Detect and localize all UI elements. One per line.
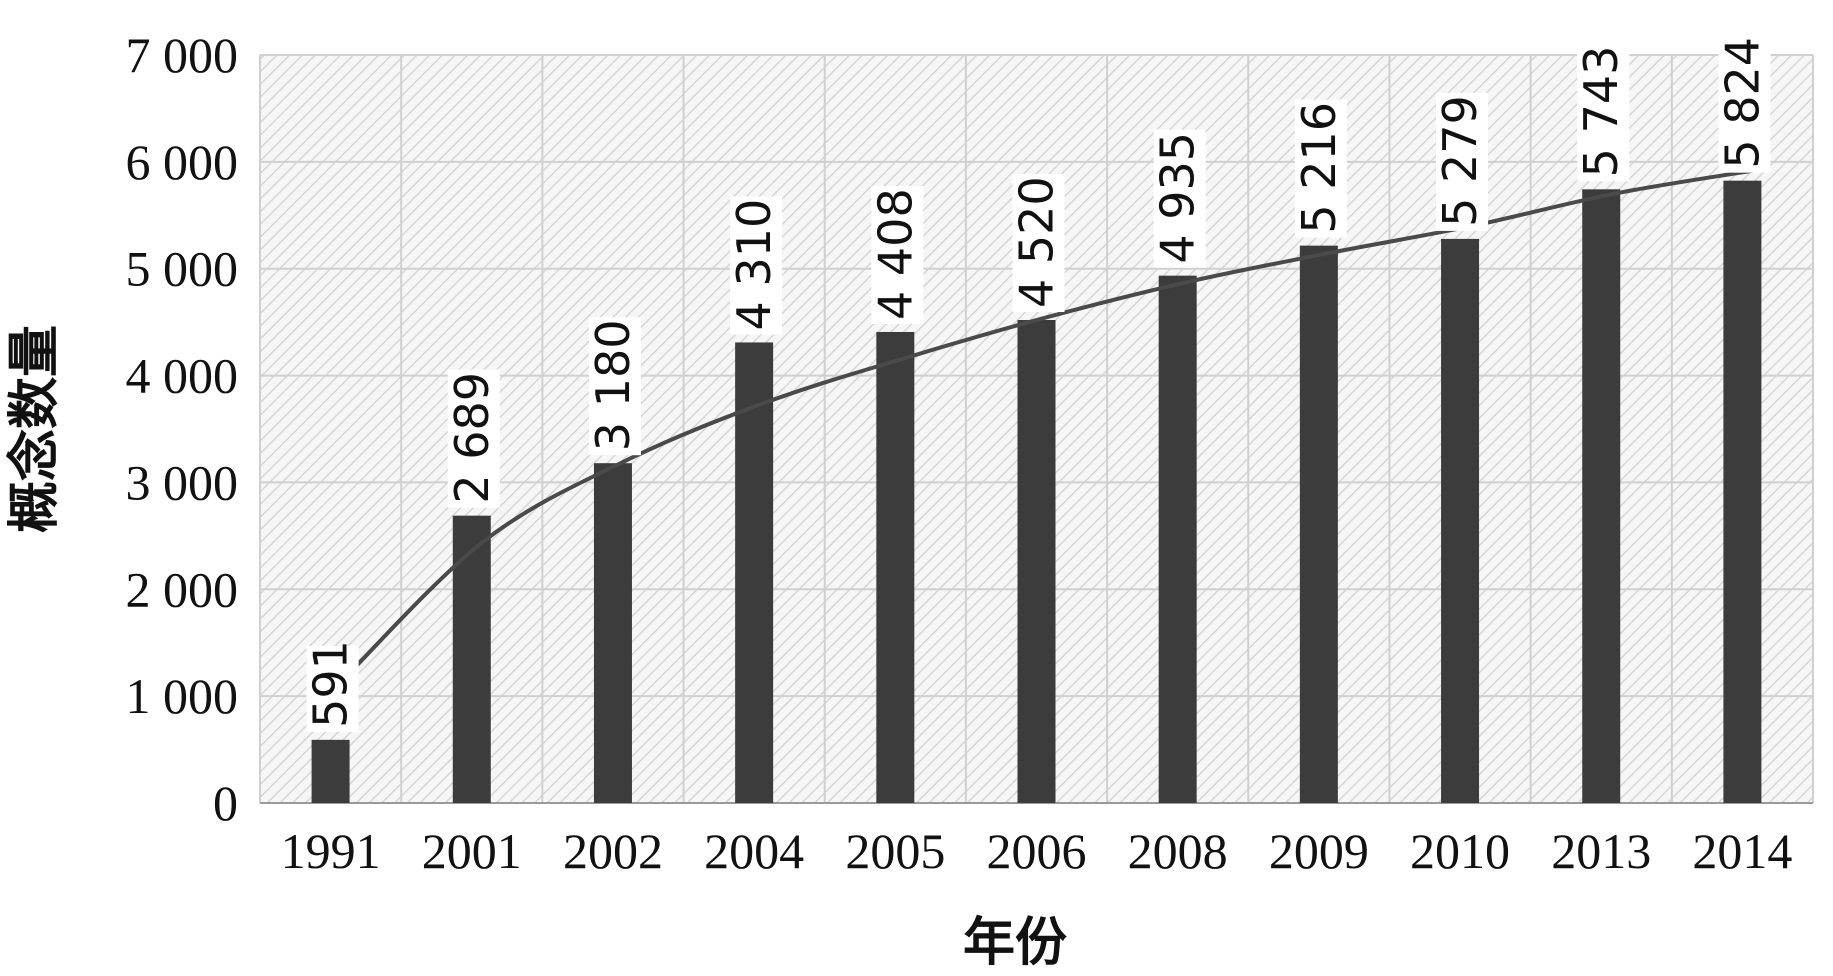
data-label-group: 4 310: [727, 196, 783, 335]
data-label-background: [1153, 129, 1206, 268]
x-tick-label: 2010: [1410, 823, 1510, 879]
bar-2008: [1158, 275, 1197, 803]
data-label: 4 310: [727, 199, 781, 331]
y-tick-label: 7 000: [126, 27, 239, 83]
gridlines: [259, 54, 1814, 804]
bar-2002: [593, 463, 632, 803]
data-label-background: [588, 317, 641, 456]
data-label-background: [1294, 99, 1347, 238]
data-label: 5 824: [1715, 37, 1769, 169]
data-label: 2 689: [445, 372, 499, 504]
data-label: 4 408: [868, 188, 922, 320]
data-label: 4 520: [1010, 176, 1064, 308]
data-labels: 591 2 689 3 180 4 310 4 408 4 520 4 935 5 216 5 …: [304, 34, 1771, 732]
data-label-background: [730, 196, 783, 335]
data-label-group: 3 180: [586, 317, 641, 456]
data-label-group: 591: [304, 640, 359, 732]
bars: [311, 180, 1762, 804]
data-label: 3 180: [586, 319, 640, 451]
x-tick-label: 2014: [1692, 823, 1792, 879]
y-tick-label: 3 000: [126, 454, 239, 510]
y-tick-label: 5 000: [126, 241, 239, 297]
bar-2006: [1017, 320, 1056, 803]
y-tick-label: 1 000: [126, 668, 239, 724]
x-tick-label: 2004: [704, 823, 804, 879]
data-label: 591: [304, 640, 358, 728]
bar-2013: [1582, 189, 1621, 803]
data-label-background: [447, 369, 500, 508]
data-label-group: 5 824: [1715, 34, 1771, 173]
x-tick-label: 2006: [987, 823, 1087, 879]
bar-2005: [876, 331, 915, 803]
x-tick-label: 2001: [422, 823, 522, 879]
y-axis-ticks: 0 1 000 2 000 3 000 4 000 5 000 6 000 7 000: [126, 27, 239, 831]
data-label: 5 216: [1292, 102, 1346, 234]
data-label-group: 4 408: [868, 185, 924, 324]
y-axis-title: 概念数量: [5, 325, 65, 533]
x-tick-label: 2009: [1269, 823, 1369, 879]
x-tick-label: 2013: [1551, 823, 1651, 879]
x-tick-label: 2008: [1128, 823, 1228, 879]
data-label: 5 279: [1433, 95, 1487, 227]
y-tick-label: 2 000: [126, 561, 239, 617]
data-label-background: [871, 185, 924, 324]
data-label-background: [306, 645, 359, 732]
data-label-background: [1012, 174, 1065, 313]
data-label-background: [1436, 92, 1489, 231]
x-tick-label: 1991: [281, 823, 381, 879]
x-tick-label: 2002: [563, 823, 663, 879]
y-tick-label: 6 000: [126, 134, 239, 190]
data-label-group: 5 743: [1574, 43, 1630, 182]
bar-2010: [1441, 238, 1480, 804]
data-label-group: 2 689: [445, 369, 500, 508]
x-axis-title: 年份: [963, 913, 1067, 973]
data-label-group: 4 520: [1010, 174, 1065, 313]
y-tick-label: 0: [213, 775, 238, 831]
trendline-group: [340, 168, 1757, 683]
data-label-group: 4 935: [1151, 129, 1206, 268]
trendline: [340, 168, 1757, 683]
data-label: 4 935: [1151, 132, 1205, 264]
data-label-background: [1718, 34, 1771, 173]
bar-1991: [311, 739, 350, 803]
data-label-group: 5 216: [1292, 99, 1347, 238]
bar-2009: [1299, 245, 1338, 803]
bar-2001: [452, 515, 491, 803]
x-tick-label: 2005: [845, 823, 945, 879]
bar-2004: [735, 342, 774, 803]
x-axis-ticks: 1991 2001 2002 2004 2005 2006 2008 2009 2010 2013…: [281, 823, 1793, 879]
bar-2014: [1723, 180, 1762, 803]
y-tick-label: 4 000: [126, 348, 239, 404]
data-label-group: 5 279: [1433, 92, 1489, 231]
data-label: 5 743: [1574, 46, 1628, 178]
data-label-background: [1577, 43, 1630, 182]
